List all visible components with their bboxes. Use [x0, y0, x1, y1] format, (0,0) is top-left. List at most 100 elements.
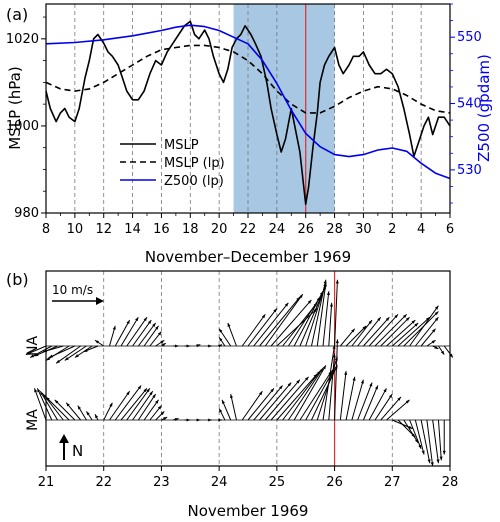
scale-reference: 10 m/s	[52, 283, 104, 305]
vector-head-na	[273, 308, 277, 313]
vector-head-na	[307, 299, 312, 304]
vector-head-ma	[208, 418, 212, 422]
vector-head-ma	[152, 394, 156, 399]
vector-head-ma	[296, 379, 300, 384]
y2-tick-label-a: 550	[457, 30, 482, 45]
vector-head-ma	[218, 418, 223, 422]
vector-na	[247, 308, 278, 347]
vector-head-ma	[374, 385, 378, 390]
vector-na	[264, 293, 304, 347]
vector-ma	[270, 376, 309, 421]
vector-head-ma	[436, 459, 440, 464]
vector-head-ma	[46, 396, 50, 401]
vector-head-ma	[77, 405, 81, 410]
vector-head-ma	[43, 394, 47, 398]
vector-head-ma	[421, 450, 425, 455]
vector-head-ma	[146, 388, 150, 393]
vector-na	[259, 296, 301, 347]
vector-ma	[36, 388, 53, 421]
vector-head-ma	[155, 399, 159, 404]
vector-na	[409, 305, 439, 347]
x-tick-label-b: 26	[326, 475, 343, 490]
vector-head-ma	[442, 450, 446, 455]
panel-a-y-label: MSLP (hPa)	[6, 66, 24, 149]
vector-na	[386, 319, 416, 347]
vector-ma	[247, 388, 275, 421]
vector-head-na	[175, 344, 179, 348]
panel-b-vectors	[25, 279, 454, 467]
x-tick-label-a: 20	[211, 222, 228, 237]
vector-head-ma	[313, 373, 318, 378]
vector-ma	[287, 367, 324, 421]
panel-a-label: (a)	[6, 5, 28, 24]
vector-na	[351, 319, 373, 347]
vector-head-ma	[279, 385, 283, 390]
vector-na	[287, 296, 321, 347]
vector-head-na	[219, 337, 223, 342]
vector-ma	[403, 419, 419, 444]
vector-head-ma	[149, 391, 153, 396]
x-tick-label-a: 12	[95, 222, 112, 237]
vector-head-ma	[408, 425, 413, 429]
row-label-na: NA	[25, 336, 41, 356]
vector-ma	[65, 402, 82, 421]
vector-ma	[126, 388, 151, 421]
vector-head-ma	[40, 391, 44, 396]
vector-head-ma	[95, 414, 99, 419]
series-line-2	[45, 24, 451, 180]
x-tick-label-b: 27	[384, 475, 401, 490]
vector-head-ma	[270, 388, 274, 393]
vector-ma	[426, 419, 434, 467]
north-label: N	[72, 442, 83, 460]
y2-tick-label-a: 530	[457, 163, 482, 178]
vector-head-na	[186, 344, 191, 348]
panel-b-label: (b)	[6, 270, 29, 289]
vector-head-na	[284, 302, 289, 307]
vector-ma	[299, 370, 333, 421]
vector-head-na	[431, 340, 436, 344]
vector-head-ma	[37, 388, 41, 393]
vector-head-na	[434, 317, 439, 322]
vector-head-na	[161, 343, 166, 347]
x-tick-label-a: 30	[355, 222, 372, 237]
vector-head-ma	[174, 417, 179, 421]
y-tick-label-a: 1020	[6, 32, 39, 47]
legend-label-z500-lp: Z500 (lp)	[164, 174, 224, 189]
vector-head-na	[135, 317, 139, 322]
vector-head-ma	[186, 418, 191, 422]
vector-ma	[328, 353, 336, 421]
x-tick-label-b: 24	[211, 475, 228, 490]
vector-na	[414, 316, 439, 347]
vector-head-ma	[397, 396, 401, 401]
vector-na	[241, 314, 266, 347]
x-tick-label-a: 2	[388, 222, 396, 237]
vector-ma	[357, 382, 373, 421]
vector-head-ma	[332, 353, 336, 358]
vector-head-ma	[383, 388, 387, 393]
scale-label: 10 m/s	[52, 283, 93, 297]
scale-arrow-head	[96, 297, 104, 305]
vector-na	[55, 345, 81, 364]
vector-head-ma	[439, 456, 443, 461]
panel-b: (b) 21 22 23 24 25 26 27 28 NA MA 10 m/s N Nove…	[6, 270, 458, 520]
vector-ma	[362, 385, 379, 421]
panel-a-y-ticks: 980 1000 1020	[6, 16, 46, 221]
vector-head-na	[219, 328, 223, 333]
vector-na	[310, 279, 327, 347]
vector-head-ma	[418, 444, 422, 449]
vector-head-na	[160, 340, 165, 344]
vector-na	[391, 322, 419, 347]
vector-head-na	[449, 353, 453, 358]
vector-head-na	[74, 354, 79, 358]
vector-ma	[109, 390, 131, 421]
vector-ma	[409, 419, 422, 449]
vector-head-na	[196, 344, 201, 348]
vector-head-na	[440, 350, 445, 355]
vector-head-na	[218, 344, 223, 348]
vector-ma	[137, 393, 157, 421]
vector-ma	[54, 399, 76, 421]
x-tick-label-a: 26	[297, 222, 314, 237]
y-tick-label-a: 980	[14, 206, 39, 221]
vector-na	[227, 322, 237, 347]
vector-ma	[414, 419, 425, 455]
